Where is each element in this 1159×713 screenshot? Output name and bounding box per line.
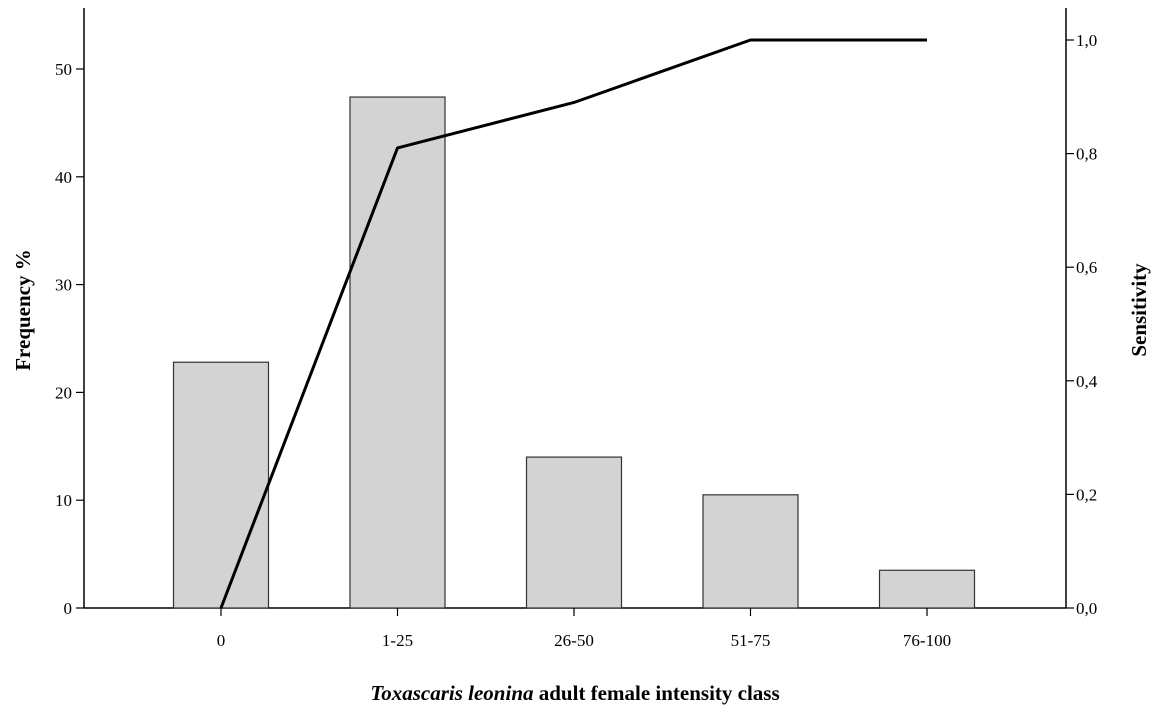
right-tick-label: 0,6 <box>1076 258 1097 277</box>
left-tick-label: 50 <box>55 60 72 79</box>
right-tick-label: 0,2 <box>1076 485 1097 504</box>
right-tick-label: 1,0 <box>1076 31 1097 50</box>
y-axis-title: Frequency % <box>11 249 35 371</box>
x-tick-label-26-50: 26-50 <box>554 631 594 650</box>
x-axis-title: Toxascaris leonina adult female intensit… <box>370 681 779 705</box>
right-tick-label: 0,4 <box>1076 372 1098 391</box>
x-tick-label-1-25: 1-25 <box>382 631 413 650</box>
left-tick-label: 0 <box>64 599 73 618</box>
left-tick-label: 10 <box>55 491 72 510</box>
bar-26-50 <box>525 456 623 609</box>
bars-group <box>172 96 976 609</box>
left-tick-label: 30 <box>55 276 72 295</box>
bar-76-100 <box>878 569 976 609</box>
x-tick-label-76-100: 76-100 <box>903 631 951 650</box>
right-tick-label: 0,0 <box>1076 599 1097 618</box>
left-tick-label: 20 <box>55 383 72 402</box>
x-axis-title-italic: Toxascaris leonina <box>370 681 533 705</box>
left-ticks-group: 0 10 20 30 40 50 <box>55 60 84 618</box>
x-ticks-group: 0 1-25 26-50 51-75 76-100 <box>217 608 951 650</box>
bar-1-25 <box>349 96 446 609</box>
y2-axis-title: Sensitivity <box>1127 263 1151 357</box>
right-tick-label: 0,8 <box>1076 145 1097 164</box>
bar-0 <box>172 361 270 609</box>
left-tick-label: 40 <box>55 168 72 187</box>
right-ticks-group: 0,0 0,2 0,4 0,6 0,8 1,0 <box>1066 31 1098 618</box>
x-tick-label-51-75: 51-75 <box>731 631 771 650</box>
bar-51-75 <box>702 494 799 609</box>
x-axis-title-rest: adult female intensity class <box>534 681 780 705</box>
x-tick-label-0: 0 <box>217 631 226 650</box>
